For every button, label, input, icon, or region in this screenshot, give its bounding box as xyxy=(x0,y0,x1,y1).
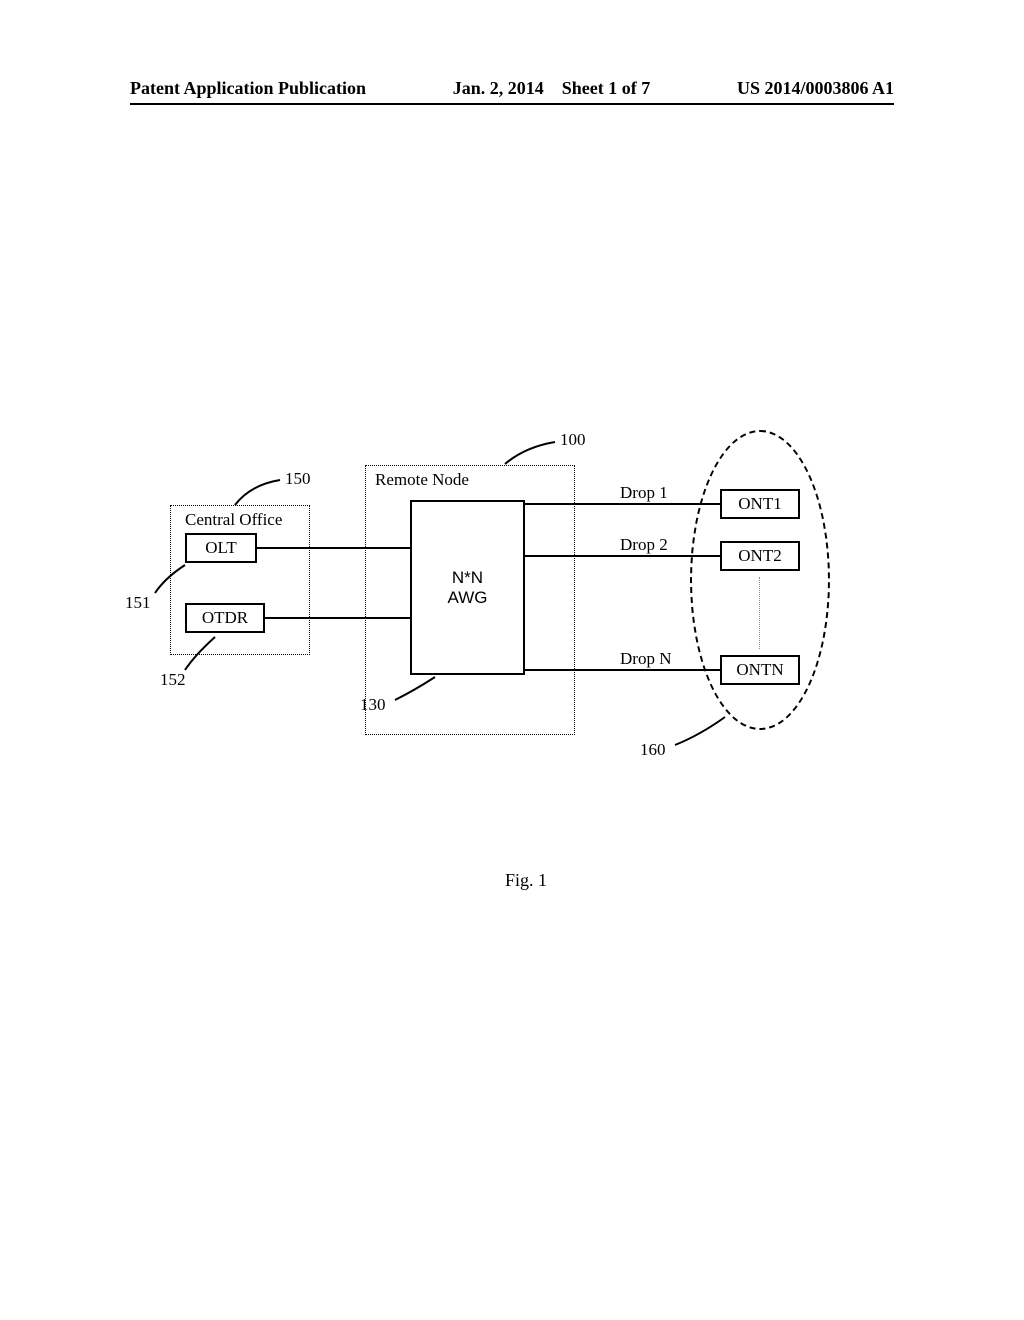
ref-130: 130 xyxy=(360,695,386,715)
ref-160: 160 xyxy=(640,740,666,760)
leader-151 xyxy=(150,563,190,598)
awg-line2: AWG xyxy=(448,588,488,608)
line-drop1 xyxy=(525,503,720,505)
dropn-label: Drop N xyxy=(620,649,671,669)
header-date: Jan. 2, 2014 xyxy=(453,78,544,98)
drop2-label: Drop 2 xyxy=(620,535,668,555)
page-header: Patent Application Publication Jan. 2, 2… xyxy=(0,78,1024,99)
header-date-sheet: Jan. 2, 2014 Sheet 1 of 7 xyxy=(453,78,651,99)
leader-160 xyxy=(670,715,730,750)
figure-label: Fig. 1 xyxy=(505,870,547,891)
ref-100: 100 xyxy=(560,430,586,450)
drop1-label: Drop 1 xyxy=(620,483,668,503)
diagram: Central Office OLT OTDR Remote Node N*N … xyxy=(130,445,894,845)
line-drop2 xyxy=(525,555,720,557)
awg-box: N*N AWG xyxy=(410,500,525,675)
leader-130 xyxy=(390,675,440,705)
header-publication: Patent Application Publication xyxy=(130,78,366,99)
otdr-label: OTDR xyxy=(202,608,248,628)
leader-150 xyxy=(230,475,290,510)
leader-100 xyxy=(500,437,560,467)
header-underline xyxy=(130,103,894,105)
ref-151: 151 xyxy=(125,593,151,613)
line-otdr-awg xyxy=(265,617,410,619)
header-sheet: Sheet 1 of 7 xyxy=(562,78,651,98)
otdr-box: OTDR xyxy=(185,603,265,633)
ont-group-ellipse xyxy=(690,430,830,730)
olt-box: OLT xyxy=(185,533,257,563)
olt-label: OLT xyxy=(205,538,237,558)
remote-node-title: Remote Node xyxy=(375,470,469,490)
ref-150: 150 xyxy=(285,469,311,489)
header-docnum: US 2014/0003806 A1 xyxy=(737,78,894,99)
central-office-title: Central Office xyxy=(185,510,282,530)
line-olt-awg xyxy=(257,547,410,549)
line-dropn xyxy=(525,669,720,671)
leader-152 xyxy=(180,635,230,675)
awg-line1: N*N xyxy=(452,568,483,588)
ref-152: 152 xyxy=(160,670,186,690)
